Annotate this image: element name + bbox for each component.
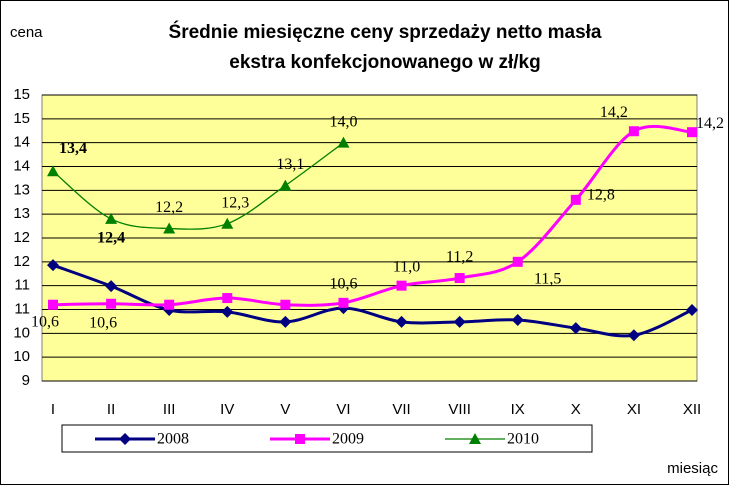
marker <box>48 299 58 310</box>
data-label: 12,3 <box>221 194 249 211</box>
series: 10,6 10,6 10,6 11,0 11,2 11,5 12,8 14,2 14,2 <box>31 104 724 332</box>
x-tick-label: IX <box>511 401 525 418</box>
x-tick-label: XI <box>627 401 641 418</box>
data-label: 14,2 <box>696 115 724 132</box>
legend: 2008 2009 2010 <box>61 424 593 453</box>
marker <box>511 313 524 326</box>
marker <box>295 434 305 444</box>
data-label: 13,4 <box>59 140 87 157</box>
x-tick-label: VIII <box>448 401 471 418</box>
y-tick-label: 12 <box>13 229 30 246</box>
x-tick-label: V <box>280 401 290 418</box>
data-label: 10,6 <box>329 275 357 292</box>
y-tick-label: 15 <box>13 86 30 103</box>
x-tick-label: II <box>107 401 115 418</box>
marker <box>469 433 481 444</box>
data-label: 14,0 <box>329 113 357 130</box>
series-line <box>52 142 344 230</box>
marker <box>338 297 349 308</box>
marker <box>221 305 234 318</box>
marker <box>280 299 291 310</box>
marker <box>395 315 408 328</box>
y-tick-label: 12 <box>13 253 30 270</box>
y-tick-label: 14 <box>13 157 30 174</box>
marker <box>106 298 117 309</box>
y-tick-label: 15 <box>13 110 30 127</box>
legend-label: 2008 <box>157 431 189 448</box>
data-label: 10,6 <box>89 314 117 331</box>
y-tick-label: 11 <box>14 277 30 294</box>
data-label: 12,2 <box>155 199 183 216</box>
marker <box>105 212 118 224</box>
marker <box>105 280 118 293</box>
data-label: 11,0 <box>393 258 420 275</box>
marker <box>686 303 698 316</box>
y-tick-label: 11 <box>14 300 30 317</box>
x-axis-label: miesiąc <box>667 460 718 477</box>
marker <box>569 322 582 335</box>
x-tick-label: VII <box>392 401 410 418</box>
marker <box>687 127 697 138</box>
data-label: 10,6 <box>31 313 59 330</box>
y-tick-label: 14 <box>13 134 30 151</box>
marker <box>337 136 350 148</box>
marker <box>222 293 233 304</box>
marker <box>221 217 234 229</box>
marker <box>453 315 466 328</box>
x-tick-label: III <box>163 401 176 418</box>
marker <box>47 165 59 177</box>
data-label: 13,1 <box>276 156 304 173</box>
marker <box>279 315 292 328</box>
y-axis-label: cena <box>10 24 43 41</box>
chart-title: Średnie miesięczne ceny sprzedaży netto … <box>169 21 602 43</box>
x-tick-label: X <box>571 401 581 418</box>
y-tick-label: 9 <box>22 372 30 389</box>
marker <box>279 179 292 191</box>
y-tick-label: 13 <box>13 205 30 222</box>
y-tick-label: 10 <box>13 324 30 341</box>
marker <box>627 329 640 342</box>
x-tick-label: IV <box>220 401 234 418</box>
marker <box>119 433 131 445</box>
marker <box>454 273 465 284</box>
x-tick-label: VI <box>336 401 350 418</box>
series: 13,4 12,4 12,2 12,3 13,1 14,0 <box>47 113 357 247</box>
x-tick-label: XII <box>683 401 701 418</box>
y-tick-label: 13 <box>13 181 30 198</box>
data-label: 11,5 <box>534 271 561 288</box>
marker <box>570 194 581 205</box>
marker <box>512 256 523 267</box>
data-label: 11,2 <box>446 249 473 266</box>
marker <box>47 259 59 272</box>
data-label: 12,4 <box>97 230 125 247</box>
legend-label: 2010 <box>507 431 539 448</box>
marker <box>163 222 176 234</box>
marker <box>628 126 639 137</box>
marker <box>164 299 175 310</box>
y-tick-label: 10 <box>13 348 30 365</box>
chart-title: ekstra konfekcjonowanego w zł/kg <box>229 52 540 73</box>
x-tick-label: I <box>51 401 55 418</box>
legend-label: 2009 <box>332 431 364 448</box>
data-label: 12,8 <box>587 187 615 204</box>
data-label: 14,2 <box>600 104 628 121</box>
marker <box>396 280 407 291</box>
